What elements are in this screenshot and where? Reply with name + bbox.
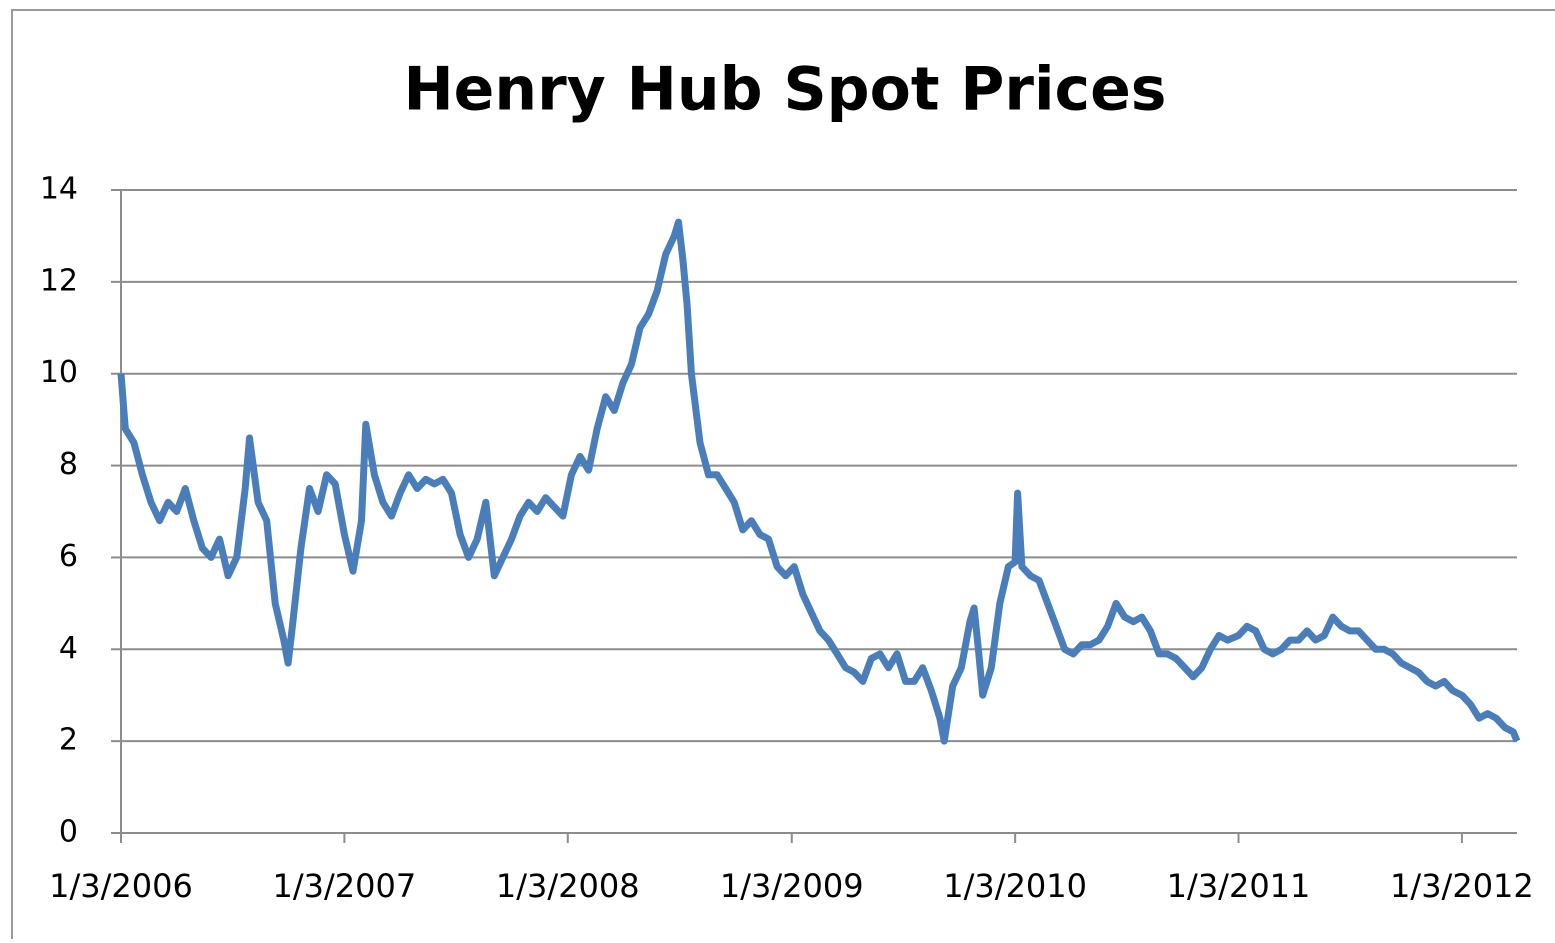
x-tick-label: 1/3/2008	[496, 867, 640, 905]
chart-frame	[11, 9, 1555, 943]
y-tick-label: 8	[59, 447, 78, 482]
y-tick-label: 14	[40, 172, 78, 207]
x-tick-label: 1/3/2010	[943, 867, 1087, 905]
y-tick-label: 0	[59, 815, 78, 850]
y-tick-label: 6	[59, 539, 78, 574]
x-tick-label: 1/3/2011	[1167, 867, 1311, 905]
x-tick-label: 1/3/2012	[1390, 867, 1534, 905]
x-tick-label: 1/3/2009	[720, 867, 864, 905]
y-tick-label: 10	[40, 355, 78, 390]
y-tick-label: 2	[59, 723, 78, 758]
x-tick-label: 1/3/2006	[49, 867, 193, 905]
y-tick-label: 4	[59, 631, 78, 666]
y-tick-label: 12	[40, 263, 78, 298]
x-tick-label: 1/3/2007	[273, 867, 417, 905]
chart-title: Henry Hub Spot Prices	[403, 55, 1166, 125]
price-line	[117, 218, 1521, 745]
